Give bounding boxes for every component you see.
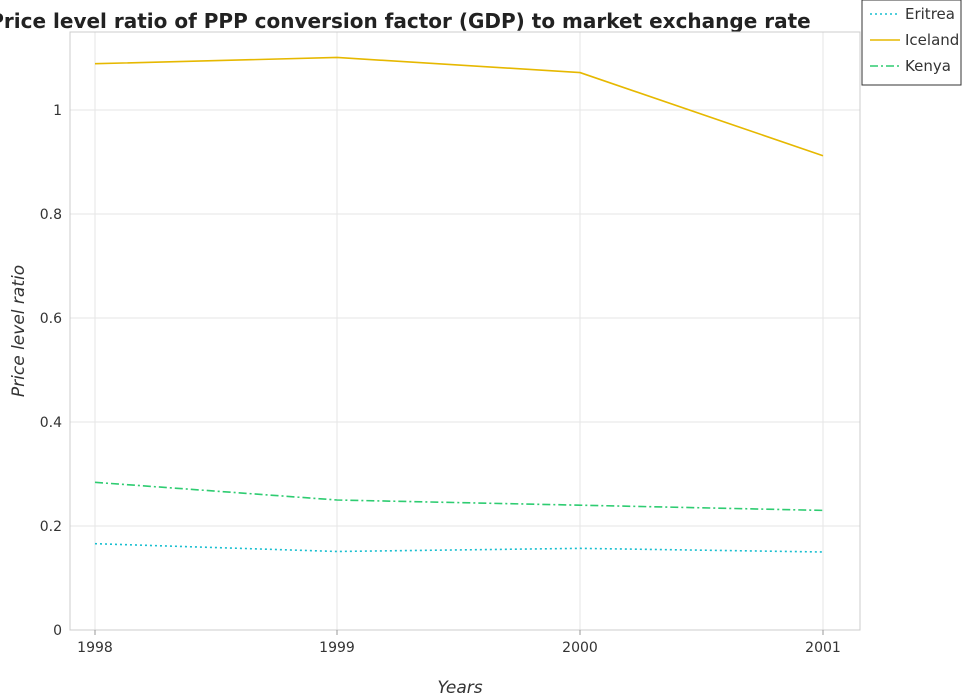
x-axis-title: Years [437, 678, 482, 698]
grid [70, 32, 860, 631]
y-axis-title: Price level ratio [9, 265, 29, 397]
y-tick-label: 0.6 [40, 311, 62, 327]
x-tick-label: 2001 [805, 640, 841, 656]
legend: Eritrea Iceland Kenya [861, 0, 962, 86]
legend-label-kenya: Kenya [905, 57, 951, 75]
y-tick-label: 1 [53, 103, 62, 119]
y-tick-label: 0.8 [40, 207, 62, 223]
series-line-kenya [94, 481, 824, 512]
legend-label-eritrea: Eritrea [905, 5, 955, 23]
y-tick-label: 0.2 [40, 519, 62, 535]
x-tick-label: 1998 [77, 640, 113, 656]
y-tick-label: 0 [53, 623, 62, 639]
series-lines [94, 56, 824, 553]
y-tick-label: 0.4 [40, 415, 62, 431]
x-tick-label: 2000 [562, 640, 598, 656]
series-line-eritrea [94, 542, 824, 553]
x-tick-label: 1999 [319, 640, 355, 656]
series-line-iceland [94, 56, 824, 157]
plot-area-frame [69, 31, 861, 631]
legend-box [861, 0, 962, 86]
x-axis-ticks: 1998 1999 2000 2001 [77, 630, 841, 656]
y-axis-ticks: 0 0.2 0.4 0.6 0.8 1 [40, 103, 62, 639]
chart-title: Price level ratio of PPP conversion fact… [0, 9, 811, 33]
legend-label-iceland: Iceland [905, 31, 959, 49]
